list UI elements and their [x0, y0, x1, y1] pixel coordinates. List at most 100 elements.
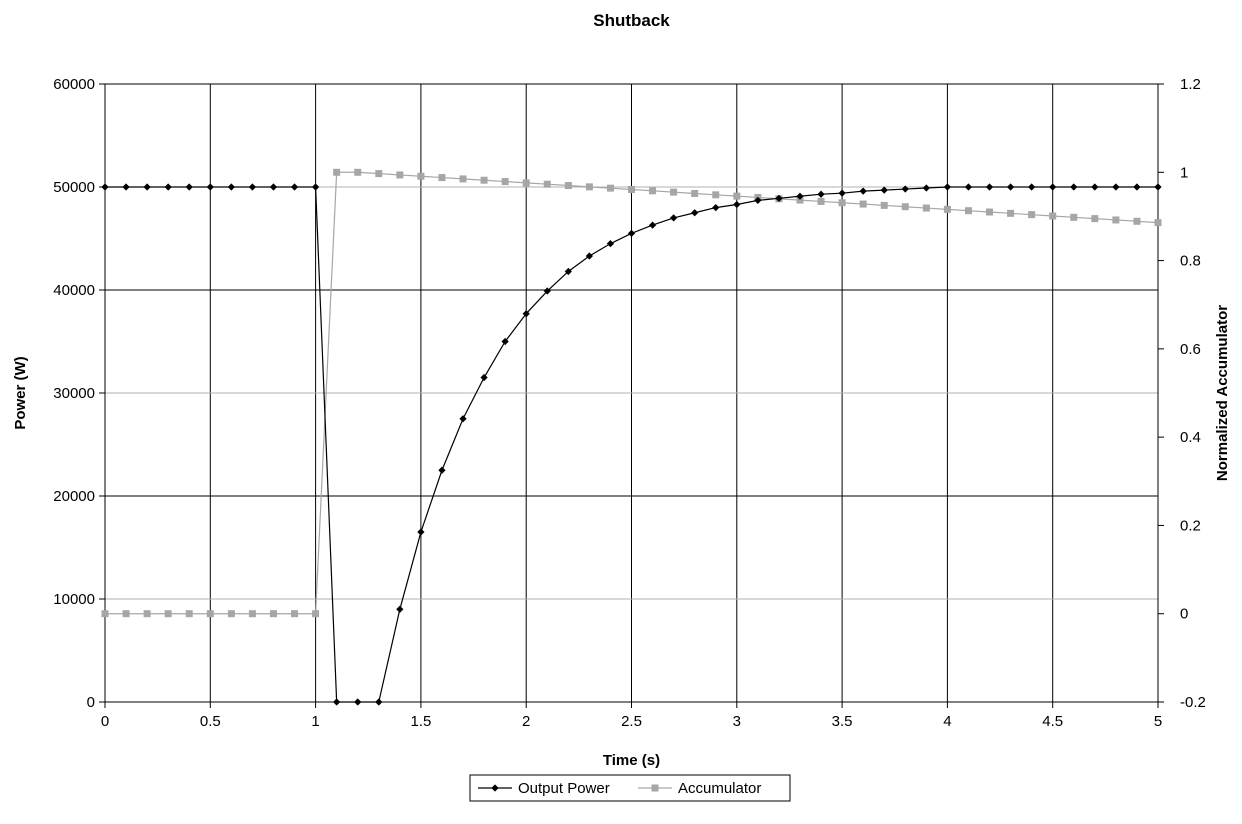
data-point	[859, 200, 867, 208]
data-point	[396, 171, 404, 179]
data-point	[712, 203, 720, 212]
data-point	[269, 183, 278, 191]
data-point	[375, 698, 383, 706]
data-point	[291, 610, 299, 618]
y-tick-label: 60000	[53, 76, 95, 93]
data-point	[185, 610, 193, 618]
grid	[104, 83, 1159, 703]
data-point	[985, 183, 994, 191]
x-tick-label: 2.5	[621, 713, 642, 730]
data-point	[1154, 183, 1162, 191]
data-point	[1070, 183, 1078, 191]
y-axis-label: Power (W)	[12, 356, 29, 429]
data-point	[606, 184, 614, 192]
y-tick-label: 20000	[53, 488, 95, 505]
data-point	[964, 183, 973, 191]
y-tick-label: 40000	[53, 282, 95, 299]
x-tick-label: 0.5	[200, 713, 221, 730]
data-point	[333, 168, 341, 176]
data-point	[248, 183, 257, 191]
data-point	[1091, 215, 1099, 223]
data-point	[649, 187, 657, 195]
data-point	[901, 185, 909, 193]
data-point	[669, 214, 678, 222]
data-point	[522, 179, 530, 187]
x-tick-label: 1	[311, 713, 319, 730]
data-point	[122, 183, 130, 191]
y2-axis-label: Normalized Accumulator	[1214, 305, 1231, 481]
data-point	[817, 197, 825, 205]
data-point	[880, 201, 888, 209]
data-point	[438, 466, 446, 474]
x-axis-label: Time (s)	[603, 752, 660, 769]
y-tick-label: 0	[87, 694, 95, 711]
data-point	[943, 205, 951, 213]
data-point	[1006, 183, 1015, 191]
data-point	[585, 183, 593, 191]
legend: Output Power Accumulator	[469, 774, 791, 802]
series-output-power	[101, 183, 1162, 706]
data-point	[1091, 183, 1099, 191]
data-point	[438, 174, 446, 182]
data-point	[290, 183, 299, 191]
data-point	[333, 698, 341, 706]
y2-tick-label: 1.2	[1180, 76, 1201, 93]
data-point	[206, 610, 214, 618]
data-point	[627, 229, 636, 237]
data-point	[227, 183, 235, 191]
data-point	[1112, 183, 1120, 191]
data-point	[354, 698, 362, 706]
data-point	[880, 186, 888, 194]
data-point	[459, 175, 467, 183]
data-point	[501, 178, 509, 186]
data-point	[480, 176, 488, 184]
x-tick-label: 5	[1154, 713, 1162, 730]
data-point	[733, 200, 741, 209]
legend-box	[469, 774, 791, 802]
legend-label: Output Power	[518, 780, 610, 797]
data-point	[986, 208, 994, 216]
data-point	[838, 189, 846, 197]
y2-tick-label: 0.6	[1180, 341, 1201, 358]
data-point	[1070, 213, 1078, 221]
data-point	[227, 610, 235, 618]
data-point	[691, 209, 699, 217]
data-point	[1028, 211, 1036, 219]
x-tick-label: 2	[522, 713, 530, 730]
data-point	[459, 415, 467, 423]
y2-tick-label: 0.8	[1180, 253, 1201, 270]
y-tick-label: 50000	[53, 179, 95, 196]
axes: 0 0.5 1 1.5 2 2.5 3 3.5 4 4.5 5 0 10000 20000 30000 400…	[53, 76, 1206, 730]
data-point	[859, 187, 867, 195]
series	[101, 168, 1162, 706]
data-point	[354, 168, 362, 176]
data-point	[143, 610, 151, 618]
data-point	[543, 180, 551, 188]
y2-tick-label: 1	[1180, 164, 1188, 181]
legend-swatch-marker	[651, 784, 659, 792]
data-point	[248, 610, 256, 618]
data-point	[670, 188, 678, 196]
data-point	[480, 373, 488, 382]
data-point	[775, 194, 783, 202]
data-point	[185, 183, 193, 191]
data-point	[1133, 183, 1141, 191]
data-point	[733, 192, 741, 200]
data-point	[606, 240, 615, 248]
data-point	[922, 184, 930, 192]
data-point	[964, 207, 972, 215]
chart-title: Shutback	[593, 11, 670, 30]
data-point	[943, 183, 952, 191]
data-point	[375, 170, 383, 178]
data-point	[585, 252, 594, 260]
data-point	[269, 610, 277, 618]
data-point	[101, 183, 109, 191]
x-tick-label: 1.5	[410, 713, 431, 730]
data-point	[206, 183, 214, 191]
data-point	[396, 605, 404, 613]
series-accumulator	[101, 168, 1162, 618]
x-tick-label: 3	[733, 713, 741, 730]
y-tick-label: 10000	[53, 591, 95, 608]
data-point	[901, 203, 909, 211]
